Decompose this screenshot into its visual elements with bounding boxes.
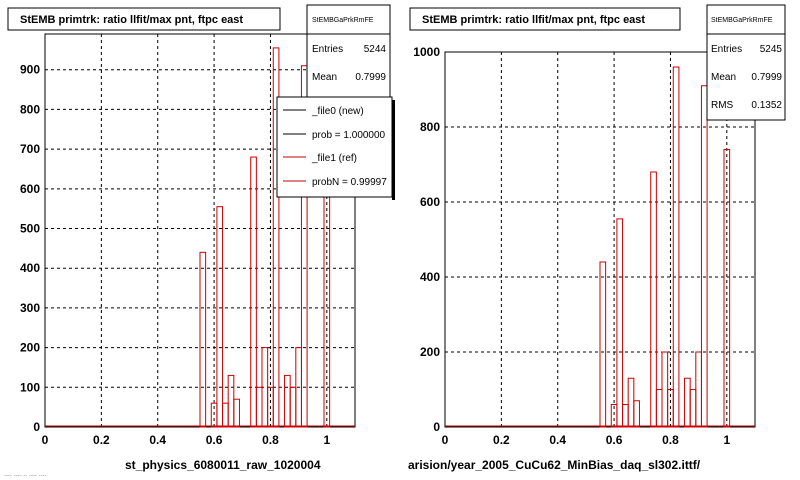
histogram-bin	[661, 351, 669, 428]
histogram-bin	[689, 389, 697, 428]
y-tick-label: 0	[433, 420, 440, 434]
x-tick-label: 0	[442, 433, 449, 447]
stats-mean-label: Mean	[312, 72, 337, 83]
histogram-bin	[672, 66, 680, 428]
stats-mean-value: 0.7999	[355, 72, 386, 83]
legend-box	[276, 96, 393, 198]
stats-entries-value: 5245	[760, 44, 783, 55]
stats-mean-label: Mean	[711, 72, 736, 83]
stats-rms-value: 0.1352	[751, 100, 782, 111]
stats-entries-label: Entries	[312, 44, 343, 55]
x-axis-title: arision/year_2005_CuCu62_MinBias_daq_sl3…	[408, 458, 701, 472]
y-tick-label: 600	[20, 182, 40, 196]
y-tick-label: 200	[420, 345, 440, 359]
histogram-bin	[627, 377, 635, 428]
y-tick-labels: 0 200 400 600 800 1000	[413, 45, 440, 434]
histogram-bin	[233, 398, 240, 428]
histogram-bin	[272, 47, 280, 428]
stats-header: StEMBGaPrkRmFE	[312, 17, 374, 24]
y-tick-label: 400	[420, 270, 440, 284]
title-box	[409, 7, 681, 31]
footer-text: ---- ---- -- ---- ----	[4, 473, 47, 479]
histogram-bin	[650, 171, 657, 428]
legend-entry-new: _file0 (new)	[311, 106, 364, 117]
histogram-bin	[684, 377, 691, 428]
x-tick-label: 0.8	[262, 433, 279, 447]
histogram-bin	[695, 351, 702, 428]
left-histogram-panel: 0 0.2 0.4 0.6 0.8 1 0 100 200 300 400 500 600 700 800…	[7, 4, 395, 472]
y-tick-label: 100	[20, 380, 40, 394]
y-tick-label: 600	[420, 195, 440, 209]
y-tick-label: 800	[420, 120, 440, 134]
legend-shadow	[392, 100, 395, 200]
histogram-bin	[284, 374, 291, 428]
x-tick-labels: 0 0.2 0.4 0.6 0.8 1	[442, 433, 731, 447]
right-histogram-panel: 0 0.2 0.4 0.6 0.8 1 0 200 400 600 800 1000 StEMB p…	[408, 4, 786, 472]
legend: _file0 (new) prob = 1.000000 _file1 (ref…	[276, 96, 395, 200]
x-tick-label: 0.6	[606, 433, 623, 447]
y-tick-label: 900	[20, 63, 40, 77]
y-tick-labels: 0 100 200 300 400 500 600 700 800 900	[20, 63, 40, 434]
x-tick-label: 0.2	[493, 433, 510, 447]
histogram-bin	[616, 218, 624, 428]
chart-title: StEMB primtrk: ratio llfit/max pnt, ftpc…	[422, 14, 645, 26]
y-tick-label: 200	[20, 341, 40, 355]
x-tick-label: 0.4	[149, 433, 166, 447]
grid-lines	[445, 51, 755, 427]
x-tick-label: 0.4	[549, 433, 566, 447]
histogram-bin	[633, 400, 640, 428]
histogram-bin	[723, 149, 731, 428]
histogram-bin	[222, 402, 229, 428]
histogram-bin	[255, 386, 263, 428]
x-tick-label: 0	[42, 433, 49, 447]
y-tick-label: 0	[33, 420, 40, 434]
histogram-bin	[599, 261, 607, 428]
y-tick-label: 700	[20, 142, 40, 156]
title-box	[7, 7, 281, 31]
x-axis-title: st_physics_6080011_raw_1020004	[125, 458, 321, 472]
legend-entry-probn: probN = 0.99997	[312, 177, 387, 188]
chart-title: StEMB primtrk: ratio llfit/max pnt, ftpc…	[20, 14, 243, 26]
histogram-bin	[289, 386, 297, 428]
x-tick-label: 0.8	[662, 433, 679, 447]
legend-entry-ref: _file1 (ref)	[311, 153, 357, 164]
x-tick-label: 0.2	[93, 433, 110, 447]
y-tick-label: 1000	[413, 45, 440, 59]
stats-entries-value: 5244	[364, 44, 387, 55]
y-tick-label: 300	[20, 301, 40, 315]
stats-rms-label: RMS	[711, 100, 734, 111]
legend-entry-prob: prob = 1.000000	[312, 130, 386, 141]
histogram-bin	[216, 206, 224, 428]
x-tick-label: 1	[323, 433, 330, 447]
stats-box	[706, 4, 786, 121]
histogram-bin	[250, 156, 257, 428]
histogram-bin	[227, 374, 235, 428]
x-tick-label: 0.6	[206, 433, 223, 447]
stats-header: StEMBGaPrkRmFE	[711, 17, 773, 24]
y-tick-label: 400	[20, 261, 40, 275]
histogram-bars	[445, 66, 755, 428]
y-tick-label: 800	[20, 102, 40, 116]
histogram-bin	[655, 389, 663, 428]
histogram-bin	[700, 85, 708, 428]
stats-entries-label: Entries	[711, 44, 742, 55]
histogram-bin	[622, 404, 629, 428]
histogram-bin	[199, 251, 207, 428]
x-tick-label: 1	[723, 433, 730, 447]
y-tick-label: 500	[20, 222, 40, 236]
x-tick-labels: 0 0.2 0.4 0.6 0.8 1	[42, 433, 331, 447]
stats-mean-value: 0.7999	[751, 72, 782, 83]
histogram-bin	[300, 65, 308, 428]
